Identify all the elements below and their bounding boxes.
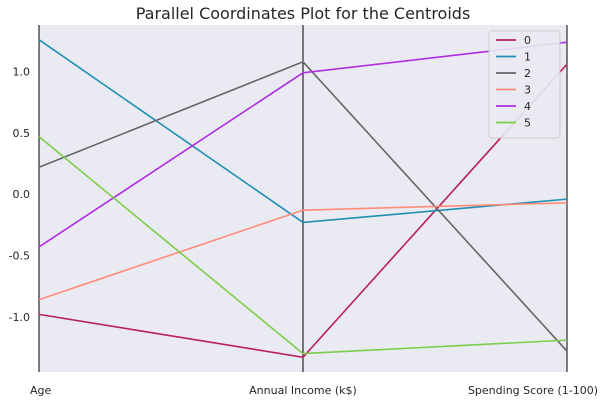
y-tick-label: -1.0 <box>9 311 30 324</box>
legend-box <box>488 30 561 139</box>
y-tick-label: -0.5 <box>9 250 30 263</box>
x-axis-label: Age <box>30 384 52 397</box>
y-tick-label: 0.5 <box>13 127 31 140</box>
legend-label: 1 <box>524 51 531 64</box>
legend-label: 5 <box>524 117 531 130</box>
y-tick-label: 1.0 <box>13 66 31 79</box>
series-lines <box>38 39 568 359</box>
y-ticks: 1.0 0.5 0.0 -0.5 -1.0 <box>9 66 30 324</box>
x-axis-label: Spending Score (1-100) <box>468 384 598 397</box>
vertical-axes <box>38 25 568 372</box>
series-line-2 <box>38 60 568 352</box>
legend-label: 4 <box>524 100 531 113</box>
legend: 0 1 2 3 4 5 <box>488 30 561 139</box>
series-line-1 <box>38 39 568 224</box>
series-line-5 <box>38 135 568 355</box>
y-tick-label: 0.0 <box>13 188 31 201</box>
chart-title: Parallel Coordinates Plot for the Centro… <box>136 4 471 23</box>
x-axis-label: Annual Income (k$) <box>249 384 357 397</box>
legend-label: 2 <box>524 67 531 80</box>
series-line-0 <box>38 63 568 359</box>
legend-label: 0 <box>524 34 531 47</box>
x-axis-labels: Age Annual Income (k$) Spending Score (1-1… <box>30 384 598 397</box>
series-line-4 <box>38 41 568 248</box>
series-line-3 <box>38 201 568 301</box>
legend-label: 3 <box>524 84 531 97</box>
